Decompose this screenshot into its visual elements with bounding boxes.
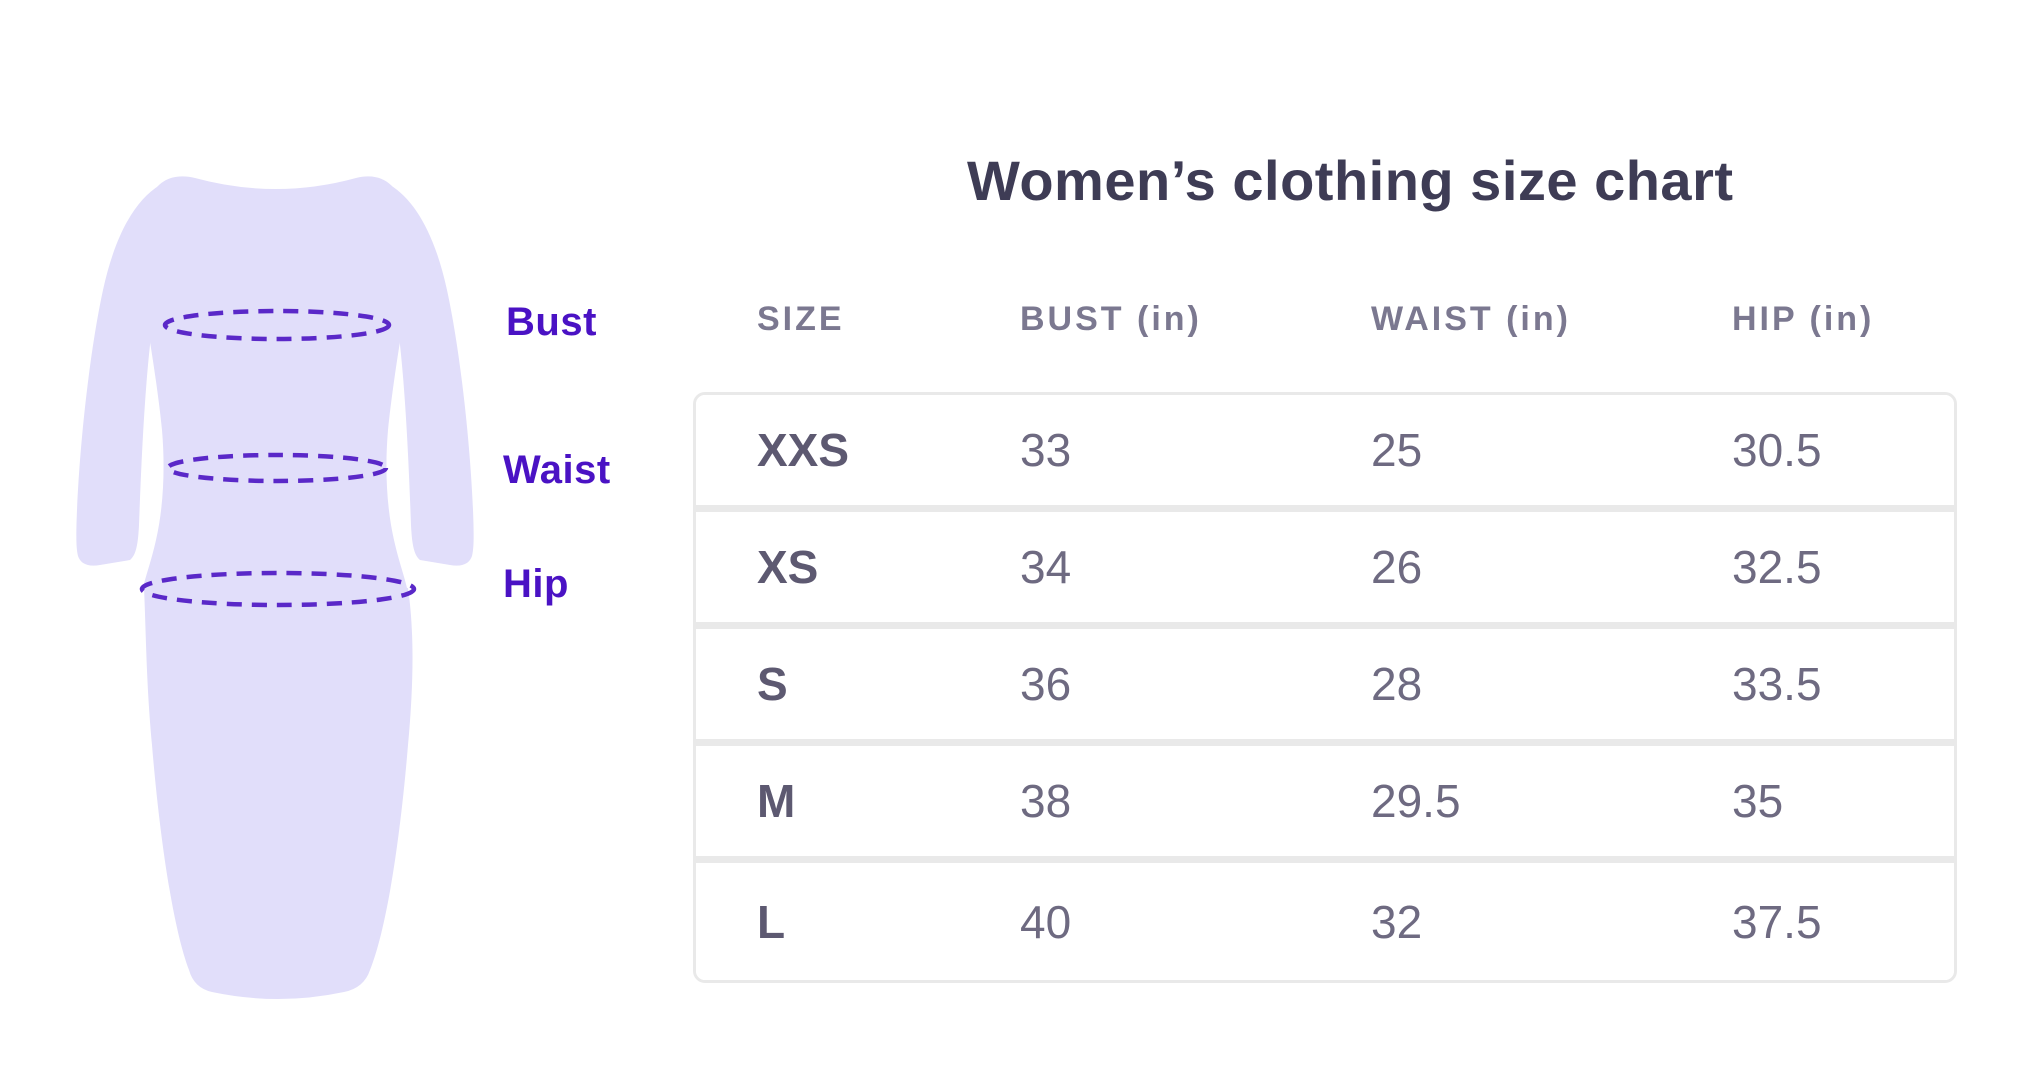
- waist-cell: 26: [1371, 541, 1423, 593]
- hip-cell: 30.5: [1732, 424, 1822, 476]
- size-cell: M: [757, 775, 796, 827]
- size-table: XXS 33 25 30.5 XS 34 26 32.5 S 36 28 33.…: [693, 392, 1957, 983]
- bust-cell: 36: [1020, 658, 1072, 710]
- size-cell: XS: [757, 541, 819, 593]
- column-header-hip: HIP (in): [1732, 300, 1875, 338]
- bust-measurement-line: [162, 308, 392, 342]
- bust-cell: 38: [1020, 775, 1072, 827]
- hip-cell: 37.5: [1732, 895, 1822, 948]
- waist-cell: 25: [1371, 424, 1423, 476]
- size-cell: XXS: [757, 424, 850, 476]
- bust-label: Bust: [506, 300, 597, 344]
- page-title: Women’s clothing size chart: [967, 149, 1734, 212]
- hip-cell: 35: [1732, 775, 1784, 827]
- table-row: XS 34 26 32.5: [696, 512, 1954, 629]
- waist-cell: 32: [1371, 895, 1423, 948]
- table-row: S 36 28 33.5: [696, 629, 1954, 746]
- dress-illustration: [76, 176, 474, 999]
- hip-cell: 33.5: [1732, 658, 1822, 710]
- waist-cell: 29.5: [1371, 775, 1461, 827]
- dress-silhouette: [76, 176, 474, 999]
- column-header-waist: WAIST (in): [1371, 300, 1571, 338]
- bust-cell: 40: [1020, 895, 1072, 948]
- bust-cell: 33: [1020, 424, 1072, 476]
- waist-label: Waist: [503, 448, 611, 492]
- hip-cell: 32.5: [1732, 541, 1822, 593]
- table-row: XXS 33 25 30.5: [696, 395, 1954, 512]
- table-row: L 40 32 37.5: [696, 863, 1954, 980]
- waist-measurement-line: [165, 452, 389, 484]
- waist-cell: 28: [1371, 658, 1423, 710]
- size-cell: L: [757, 895, 786, 948]
- bust-cell: 34: [1020, 541, 1072, 593]
- table-header-row: SIZE BUST (in) WAIST (in) HIP (in): [693, 300, 1957, 339]
- size-cell: S: [757, 658, 788, 710]
- table-row: M 38 29.5 35: [696, 746, 1954, 863]
- hip-label: Hip: [503, 562, 569, 606]
- column-header-bust: BUST (in): [1020, 300, 1202, 338]
- hip-measurement-line: [139, 570, 417, 608]
- column-header-size: SIZE: [757, 300, 845, 338]
